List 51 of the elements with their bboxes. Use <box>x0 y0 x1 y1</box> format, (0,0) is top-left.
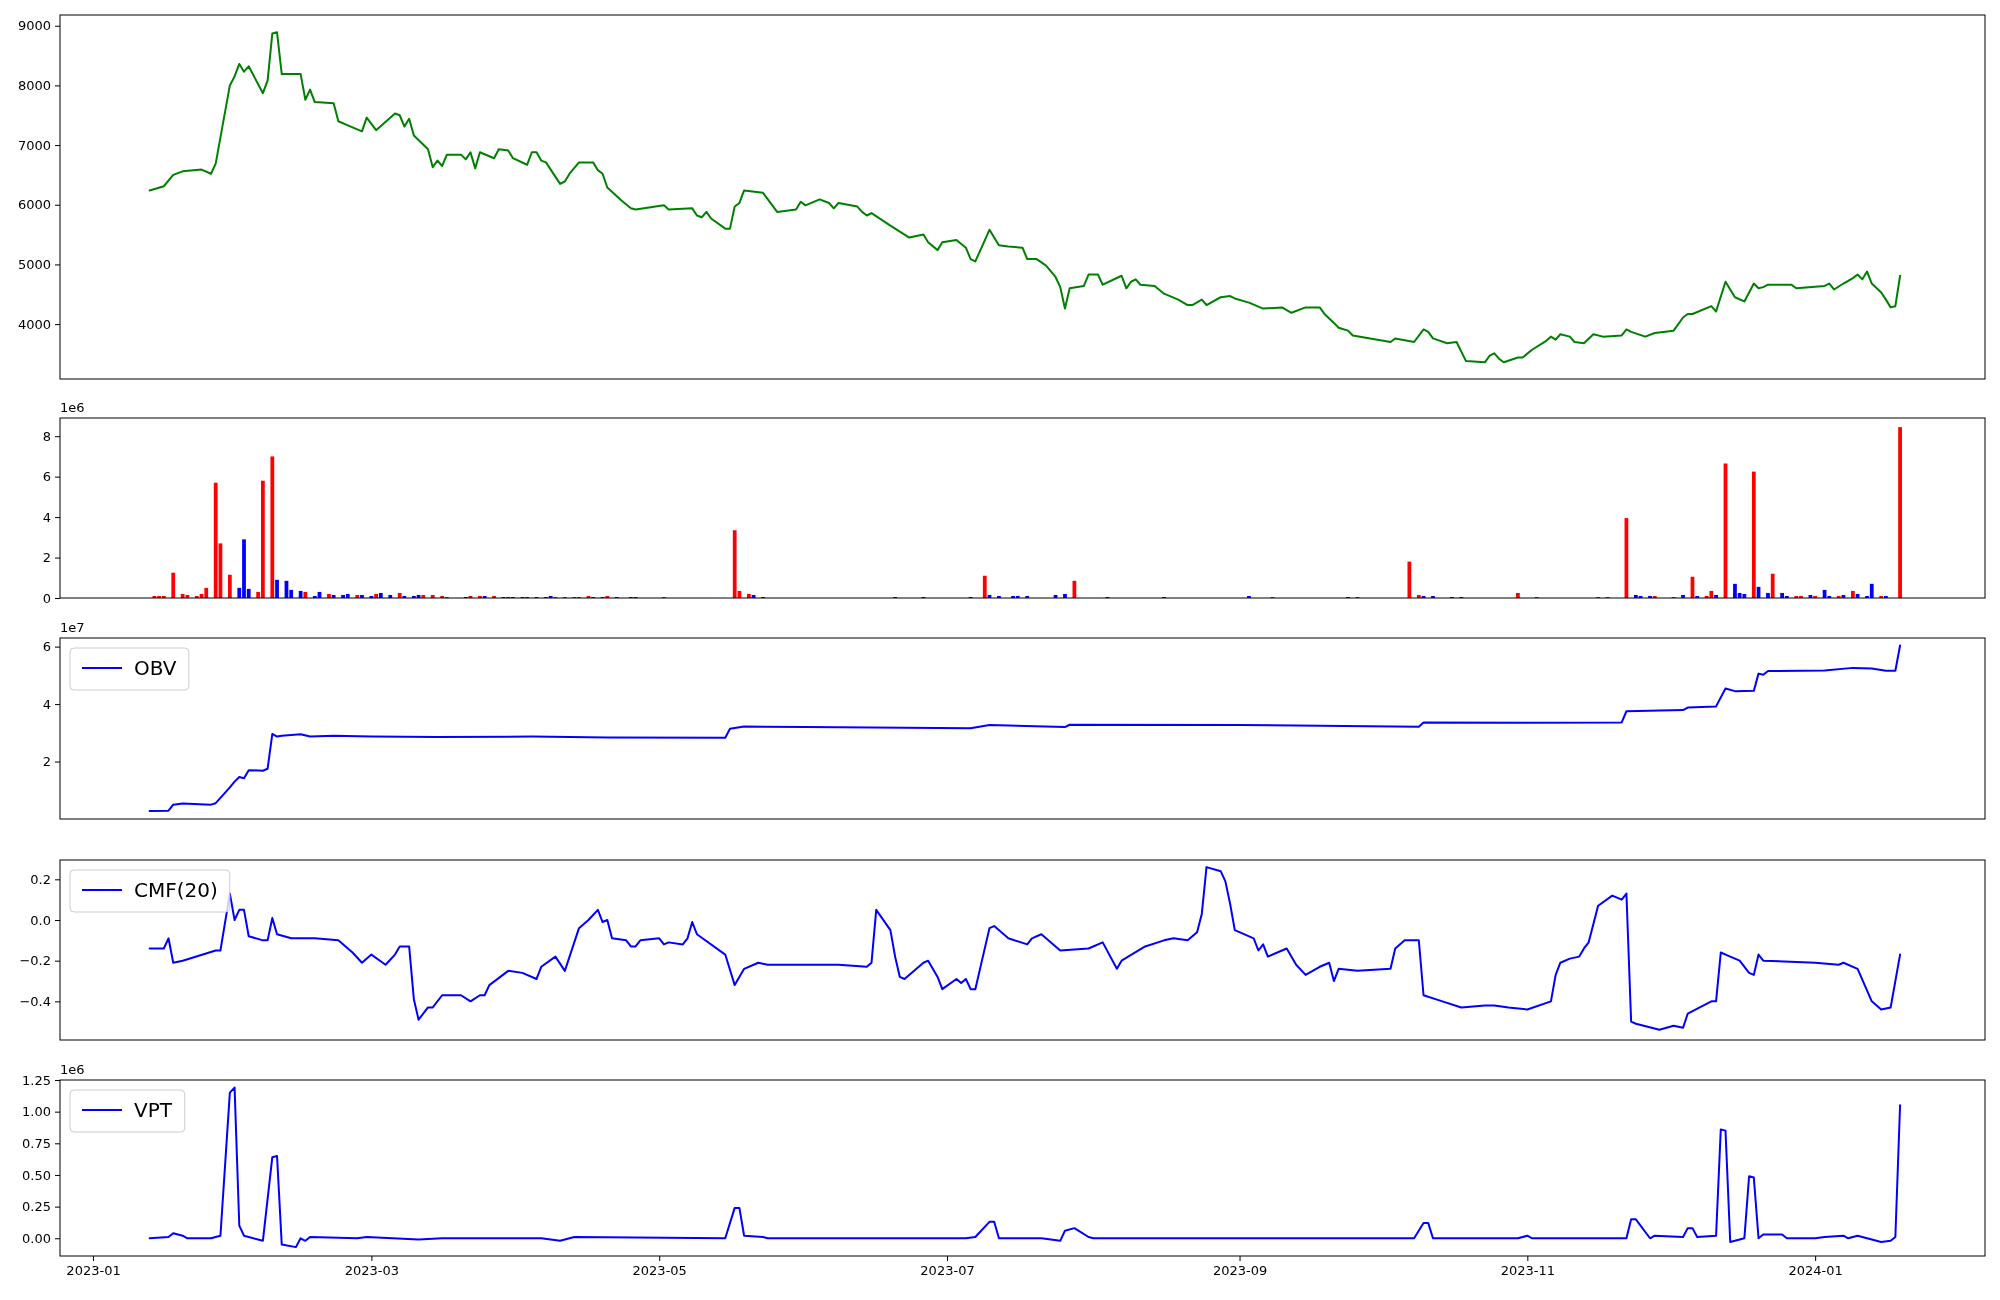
y-tick-label: 4000 <box>17 316 51 332</box>
y-tick-label: 0.25 <box>22 1199 51 1215</box>
y-tick-label: 6000 <box>17 197 51 213</box>
y-tick-label: 0.0 <box>30 912 51 928</box>
y-tick-label: 2 <box>42 550 51 566</box>
text: 1e7 <box>60 620 85 635</box>
bar <box>982 575 987 598</box>
y-tick-label: 0 <box>42 590 51 606</box>
bar <box>171 572 176 598</box>
y-tick-label: 6 <box>42 639 51 655</box>
y-tick-label: 1.25 <box>22 1072 51 1088</box>
y-tick-label: 8000 <box>17 78 51 94</box>
bar <box>1869 583 1874 598</box>
y-tick-label: 4 <box>42 509 51 525</box>
x-tick-label: 2023-07 <box>920 1263 975 1279</box>
y-tick-label: 9000 <box>17 18 51 34</box>
line-series <box>148 31 1902 364</box>
y-tick-label: 6 <box>42 469 51 485</box>
y-tick-label: 1.00 <box>22 1104 51 1120</box>
y-tick-label: 7000 <box>17 137 51 153</box>
x-tick-label: 2023-01 <box>66 1263 121 1279</box>
bar <box>270 456 275 598</box>
y-tick-label: 8 <box>42 428 51 444</box>
y-tick-label: 0.50 <box>22 1167 51 1183</box>
x-tick-label: 2023-11 <box>1500 1263 1555 1279</box>
x-tick-label: 2023-03 <box>344 1263 400 1279</box>
legend-label: VPT <box>134 1098 173 1122</box>
x-tick-label: 2024-01 <box>1788 1263 1843 1279</box>
y-tick-label: 0.2 <box>30 871 51 887</box>
bar <box>260 480 265 598</box>
y-tick-label: −0.4 <box>19 994 51 1010</box>
legend-label: OBV <box>134 656 177 680</box>
bar <box>275 579 279 598</box>
y-tick-label: 0.00 <box>22 1230 51 1246</box>
legend-label: CMF(20) <box>134 878 218 902</box>
x-tick-label: 2023-05 <box>632 1263 687 1279</box>
y-tick-label: 4 <box>42 696 51 712</box>
bar <box>1751 471 1756 598</box>
text: 1e6 <box>60 1062 85 1077</box>
text: 1e6 <box>60 400 85 415</box>
bar <box>1898 427 1902 598</box>
bar <box>732 530 737 598</box>
bar <box>227 574 232 598</box>
bar <box>204 587 209 598</box>
x-tick-label: 2023-09 <box>1212 1263 1268 1279</box>
bar <box>1770 573 1775 598</box>
y-tick-label: 5000 <box>17 257 51 273</box>
bar <box>213 482 218 598</box>
y-tick-label: 2 <box>42 754 51 770</box>
y-tick-label: 0.75 <box>22 1135 51 1151</box>
y-tick-label: −0.2 <box>19 953 51 969</box>
